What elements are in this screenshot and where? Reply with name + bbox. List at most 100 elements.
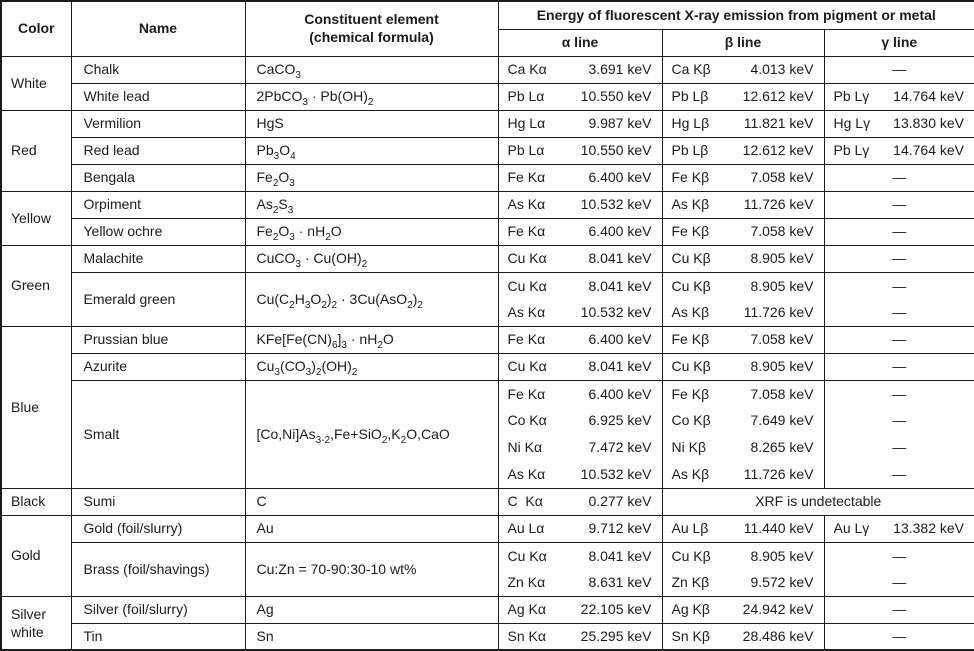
line-label: Hg Lα: [507, 115, 546, 132]
beta-line-cell: Fe Kβ 7.058 keV: [661, 325, 825, 354]
pigment-name-cell: Red lead: [70, 136, 246, 165]
formula-cell: Au: [244, 514, 499, 543]
alpha-line-cell: As Kα 10.532 keV: [497, 190, 663, 219]
beta-line-cell: Pb Lβ 12.612 keV: [661, 82, 825, 111]
formula-cell: KFe[Fe(CN)6]3 · nH2O: [244, 325, 499, 354]
line-value: 14.764 keV: [893, 142, 965, 159]
pigment-name-cell: Bengala: [70, 163, 246, 192]
line-value: 22.105 keV: [580, 601, 652, 618]
table-row: Red Vermilion HgS Hg Lα 9.987 keV Hg Lβ 11…: [0, 109, 974, 192]
line-value: 8.905 keV: [750, 547, 814, 564]
line-label: Fe Kβ: [671, 169, 710, 186]
gamma-line-cell: —: [823, 352, 974, 381]
pigment-name-cell: Chalk: [70, 55, 246, 84]
line-label: Sn Kβ: [671, 628, 710, 645]
chemical-formula: Cu(C2H3O2)2 · 3Cu(AsO2)2: [256, 290, 423, 311]
no-line-dash: —: [892, 196, 907, 213]
table-row: Black Sumi C C Kα 0.277 keV XRF is undete…: [0, 487, 974, 516]
beta-line-cell: Fe Kβ 7.058 keV: [661, 217, 825, 246]
gamma-line-cell: —: [823, 217, 974, 246]
line-value: 6.925 keV: [588, 412, 652, 429]
alpha-line-cell: Ag Kα 22.105 keV: [497, 595, 663, 624]
formula-cell: 2PbCO3 · Pb(OH)2: [244, 82, 499, 111]
line-label: Sn Kα: [507, 628, 546, 645]
line-value: 3.691 keV: [588, 61, 652, 78]
line-value: 10.532 keV: [580, 304, 652, 321]
line-label: Fe Kβ: [671, 385, 710, 402]
pigment-name-cell: Gold (foil/slurry): [70, 514, 246, 543]
table-row: Red lead Pb3O4 Pb Lα 10.550 keV Pb Lβ 12.6…: [1, 136, 974, 165]
line-label: Cu Kβ: [671, 547, 711, 564]
beta-line-cell: Hg Lβ 11.821 keV: [661, 109, 825, 138]
line-value: 8.905 keV: [750, 358, 814, 375]
line-label: C Kα: [507, 493, 543, 510]
alpha-line-cell: Sn Kα 25.295 keV: [497, 622, 663, 651]
gamma-line-cell: —: [823, 461, 974, 489]
chemical-formula: KFe[Fe(CN)6]3 · nH2O: [256, 331, 394, 352]
beta-line-cell: As Kβ 11.726 keV: [661, 461, 825, 489]
formula-cell: Sn: [244, 622, 499, 651]
line-value: 6.400 keV: [588, 223, 652, 240]
line-value: 8.905 keV: [750, 250, 814, 267]
line-label: Fe Kα: [507, 331, 546, 348]
line-value: 8.265 keV: [750, 439, 814, 456]
beta-line-cell: Fe Kβ 7.058 keV: [661, 379, 825, 408]
line-value: 13.382 keV: [893, 520, 965, 537]
line-label: Au Lγ: [833, 520, 870, 537]
beta-line-cell: Zn Kβ 9.572 keV: [661, 569, 825, 597]
line-label: As Kβ: [671, 466, 710, 483]
color-group-cell: Red: [0, 109, 72, 192]
formula-cell: Pb3O4: [244, 136, 499, 165]
gamma-line-cell: —: [823, 407, 974, 435]
line-value: 8.905 keV: [750, 277, 814, 294]
alpha-line-cell: Pb Lα 10.550 keV: [497, 82, 663, 111]
gamma-line-cell: —: [823, 379, 974, 408]
no-line-dash: —: [892, 169, 907, 186]
pigment-name-cell: Brass (foil/shavings): [70, 541, 246, 597]
no-line-dash: —: [892, 628, 907, 645]
table-row: Zn Kα 8.631 keV Zn Kβ 9.572 keV —: [1, 569, 974, 597]
chemical-formula: CuCO3 · Cu(OH)2: [256, 250, 368, 271]
table-row: Azurite Cu3(CO3)2(OH)2 Cu Kα 8.041 keV Cu…: [1, 352, 974, 381]
header-beta-line: β line: [661, 28, 825, 57]
alpha-line-cell: Cu Kα 8.041 keV: [497, 541, 663, 570]
no-line-dash: —: [892, 277, 907, 294]
line-label: Cu Kα: [507, 277, 547, 294]
color-group-cell: Silver white: [0, 595, 72, 651]
alpha-line-cell: Hg Lα 9.987 keV: [497, 109, 663, 138]
line-label: Pb Lβ: [671, 142, 709, 159]
table-row: Tin Sn Sn Kα 25.295 keV Sn Kβ 28.486 keV —: [1, 622, 974, 651]
line-value: 7.058 keV: [750, 385, 814, 402]
no-line-dash: —: [892, 385, 907, 402]
gamma-line-cell: —: [823, 244, 974, 273]
alpha-line-cell: Fe Kα 6.400 keV: [497, 163, 663, 192]
pigment-name-cell: Sumi: [70, 487, 246, 516]
line-value: 10.532 keV: [580, 466, 652, 483]
line-value: 7.058 keV: [750, 331, 814, 348]
formula-cell: Fe2O3 · nH2O: [244, 217, 499, 246]
line-value: 11.726 keV: [743, 466, 814, 483]
beta-line-cell: Cu Kβ 8.905 keV: [661, 352, 825, 381]
xrf-undetectable-cell: XRF is undetectable: [661, 487, 974, 516]
line-value: 7.058 keV: [750, 169, 814, 186]
gamma-line-cell: —: [823, 190, 974, 219]
alpha-line-cell: Cu Kα 8.041 keV: [497, 244, 663, 273]
formula-cell: Fe2O3: [244, 163, 499, 192]
chemical-formula: HgS: [256, 115, 284, 132]
line-value: 11.821 keV: [743, 115, 814, 132]
line-label: Ca Kβ: [671, 61, 711, 78]
color-group-cell: White: [0, 55, 72, 111]
formula-cell: CaCO3: [244, 55, 499, 84]
alpha-line-cell: Cu Kα 8.041 keV: [497, 352, 663, 381]
gamma-line-cell: —: [823, 163, 974, 192]
table-row: Blue Prussian blue KFe[Fe(CN)6]3 · nH2O …: [0, 325, 974, 489]
line-value: 7.649 keV: [750, 412, 814, 429]
beta-line-cell: Pb Lβ 12.612 keV: [661, 136, 825, 165]
line-value: 6.400 keV: [588, 385, 652, 402]
line-value: 24.942 keV: [742, 601, 814, 618]
line-value: 7.472 keV: [588, 439, 652, 456]
pigment-name-cell: Malachite: [70, 244, 246, 273]
line-label: Pb Lα: [507, 142, 545, 159]
line-label: Pb Lγ: [833, 142, 870, 159]
